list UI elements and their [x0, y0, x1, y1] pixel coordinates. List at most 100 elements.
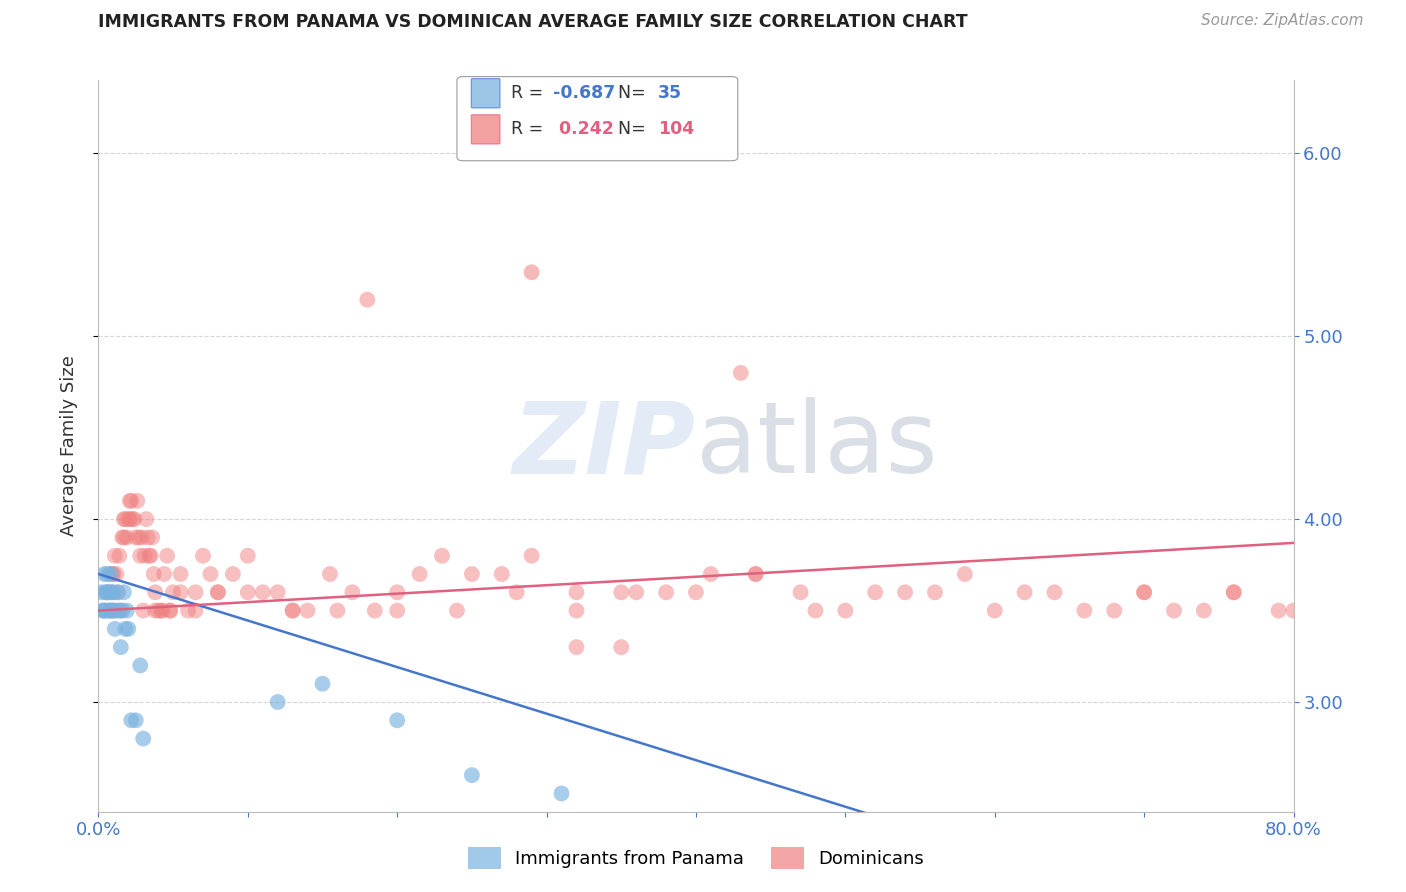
Point	[385, 585, 409, 599]
Point	[107, 585, 129, 599]
Point	[252, 585, 274, 599]
Point	[281, 603, 304, 617]
Point	[148, 603, 170, 617]
Point	[550, 787, 572, 801]
Point	[97, 603, 120, 617]
Point	[610, 585, 633, 599]
Point	[125, 714, 148, 728]
Point	[207, 585, 229, 599]
Point	[207, 585, 229, 599]
Point	[506, 585, 529, 599]
Point	[114, 622, 136, 636]
Point	[127, 494, 149, 508]
Point	[159, 603, 181, 617]
Point	[96, 585, 118, 599]
Point	[297, 603, 319, 617]
Point	[461, 567, 484, 582]
Point	[101, 603, 124, 617]
Point	[100, 567, 122, 582]
Point	[461, 768, 484, 782]
Point	[112, 530, 135, 544]
Point	[745, 567, 768, 582]
Point	[108, 549, 131, 563]
Point	[93, 603, 115, 617]
Point	[267, 695, 290, 709]
Point	[118, 494, 141, 508]
Text: 0.242: 0.242	[553, 120, 613, 138]
Point	[104, 549, 127, 563]
Point	[156, 549, 179, 563]
Point	[191, 549, 214, 563]
Point	[91, 603, 114, 617]
Point	[1014, 585, 1036, 599]
Point	[104, 622, 127, 636]
Point	[222, 567, 245, 582]
Point	[110, 640, 132, 655]
Point	[136, 530, 159, 544]
Text: atlas: atlas	[696, 398, 938, 494]
Point	[90, 585, 112, 599]
Point	[984, 603, 1007, 617]
Point	[138, 549, 160, 563]
Point	[150, 603, 173, 617]
Point	[103, 603, 125, 617]
Point	[131, 530, 153, 544]
Point	[103, 567, 125, 582]
Point	[152, 603, 174, 617]
FancyBboxPatch shape	[471, 78, 501, 108]
Point	[141, 530, 163, 544]
Point	[128, 530, 150, 544]
Point	[610, 640, 633, 655]
Text: 35: 35	[658, 84, 682, 103]
Point	[1104, 603, 1126, 617]
Point	[153, 567, 176, 582]
Point	[120, 494, 142, 508]
Point	[100, 585, 122, 599]
Point	[1043, 585, 1066, 599]
FancyBboxPatch shape	[471, 115, 501, 144]
Point	[1223, 585, 1246, 599]
Point	[115, 603, 138, 617]
Point	[565, 585, 588, 599]
Point	[700, 567, 723, 582]
Point	[804, 603, 827, 617]
Point	[236, 585, 259, 599]
Point	[385, 603, 409, 617]
Point	[94, 585, 117, 599]
Point	[430, 549, 453, 563]
Point	[408, 567, 430, 582]
Point	[107, 585, 129, 599]
Point	[142, 567, 165, 582]
Text: ZIP: ZIP	[513, 398, 696, 494]
Point	[118, 512, 141, 526]
Point	[184, 585, 207, 599]
Point	[129, 658, 152, 673]
Point	[267, 585, 290, 599]
Point	[1073, 603, 1095, 617]
Point	[91, 603, 114, 617]
Point	[121, 512, 143, 526]
Point	[105, 603, 128, 617]
Point	[111, 603, 134, 617]
Point	[184, 603, 207, 617]
Point	[139, 549, 162, 563]
Point	[745, 567, 768, 582]
Point	[1192, 603, 1215, 617]
Point	[143, 603, 166, 617]
FancyBboxPatch shape	[457, 77, 738, 161]
Point	[326, 603, 349, 617]
Point	[124, 512, 146, 526]
Point	[112, 512, 135, 526]
Point	[834, 603, 856, 617]
Point	[114, 512, 136, 526]
Point	[129, 549, 152, 563]
Point	[115, 530, 138, 544]
Text: Source: ZipAtlas.com: Source: ZipAtlas.com	[1201, 13, 1364, 29]
Point	[111, 530, 134, 544]
Point	[1223, 585, 1246, 599]
Point	[1133, 585, 1156, 599]
Point	[626, 585, 648, 599]
Point	[169, 585, 191, 599]
Point	[200, 567, 222, 582]
Point	[134, 549, 156, 563]
